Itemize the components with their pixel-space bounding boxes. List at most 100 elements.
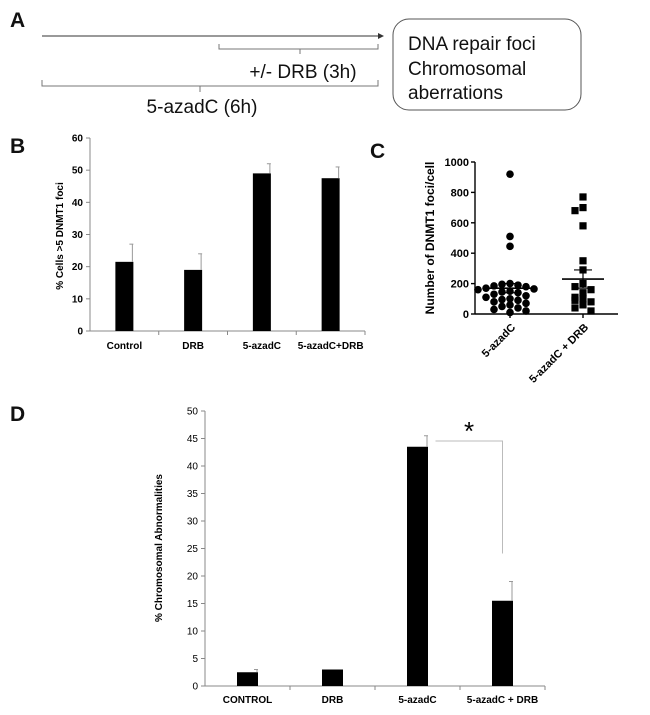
panel-b-ylabel: % Cells >5 DNMT1 foci bbox=[55, 182, 66, 290]
data-point bbox=[498, 288, 506, 296]
data-point bbox=[474, 285, 482, 294]
y-tick-label: 15 bbox=[187, 599, 199, 610]
y-tick-label: 200 bbox=[451, 279, 469, 291]
y-tick-label: 10 bbox=[187, 627, 199, 638]
drb-bracket bbox=[218, 44, 379, 54]
significance-bracket bbox=[435, 440, 503, 554]
data-point bbox=[490, 305, 498, 314]
x-tick-label: 5-azadC bbox=[398, 695, 436, 706]
outcome-line-3: aberrations bbox=[408, 83, 503, 104]
panel-d-ylabel: % Chromosomal Abnormalities bbox=[154, 474, 165, 622]
y-tick-label: 5 bbox=[192, 654, 198, 665]
y-tick-label: 800 bbox=[451, 187, 469, 199]
data-point bbox=[579, 301, 587, 309]
data-point bbox=[514, 296, 522, 305]
data-point bbox=[579, 295, 587, 303]
y-tick-label: 20 bbox=[187, 572, 199, 583]
data-point bbox=[579, 204, 587, 212]
bar bbox=[184, 269, 203, 331]
significance-star: * bbox=[464, 416, 474, 446]
y-tick-label: 1000 bbox=[445, 157, 469, 169]
data-point bbox=[587, 286, 595, 294]
panel-a: A +/- DRB (3h) 5-azadC (6h) DNA repair f… bbox=[10, 9, 582, 118]
panel-c: C Number of DNMT1 foci/cell 0 200 400 600 80… bbox=[370, 140, 618, 386]
panel-c-marks bbox=[474, 170, 604, 317]
y-tick-label: 0 bbox=[77, 327, 83, 338]
panel-c-letter: C bbox=[370, 140, 385, 163]
bar bbox=[407, 446, 428, 686]
outcome-line-2: Chromosomal bbox=[408, 59, 526, 80]
data-point bbox=[498, 302, 506, 311]
outcome-box bbox=[392, 18, 582, 111]
data-point bbox=[571, 207, 579, 215]
data-point bbox=[579, 193, 587, 201]
data-point bbox=[498, 295, 506, 304]
x-tick-label: 5-azadC bbox=[243, 341, 281, 352]
data-point bbox=[490, 298, 498, 306]
y-tick-label: 35 bbox=[187, 489, 199, 500]
x-tick-label: 5-azadC bbox=[480, 322, 518, 360]
bar bbox=[115, 261, 134, 331]
data-point bbox=[506, 232, 514, 241]
data-point bbox=[498, 280, 506, 289]
data-point bbox=[482, 293, 490, 302]
data-point bbox=[506, 242, 514, 251]
x-tick-label: 5-azadC+DRB bbox=[298, 341, 364, 352]
panel-b: B % Cells >5 DNMT1 foci 0 10 20 30 40 50 60 Con… bbox=[10, 134, 366, 352]
bar bbox=[492, 600, 513, 686]
y-tick-label: 50 bbox=[72, 166, 84, 177]
y-tick-label: 600 bbox=[451, 218, 469, 230]
bar bbox=[321, 178, 340, 331]
data-point bbox=[506, 295, 514, 303]
bar bbox=[252, 173, 271, 331]
y-tick-label: 50 bbox=[187, 407, 199, 418]
y-tick-label: 40 bbox=[187, 462, 199, 473]
x-tick-label: DRB bbox=[182, 341, 204, 352]
data-point bbox=[490, 290, 498, 299]
data-point bbox=[587, 298, 595, 306]
x-tick-label: 5-azadC + DRB bbox=[527, 322, 591, 386]
panel-c-ylabel: Number of DNMT1 foci/cell bbox=[423, 162, 437, 315]
panel-c-axes: 0 200 400 600 800 1000 5-azadC 5-azadC + DRB bbox=[445, 157, 618, 386]
panel-b-marks bbox=[115, 163, 340, 331]
y-tick-label: 30 bbox=[72, 230, 84, 241]
panel-b-letter: B bbox=[10, 135, 25, 158]
timeline-arrowhead bbox=[378, 33, 384, 39]
data-point bbox=[587, 307, 595, 315]
y-tick-label: 40 bbox=[72, 198, 84, 209]
data-point bbox=[579, 222, 587, 230]
outcome-line-1: DNA repair foci bbox=[408, 34, 536, 55]
x-tick-label: DRB bbox=[322, 695, 344, 706]
panel-d: D % Chromosomal Abnormalities 0 5 10 15 20 25… bbox=[10, 403, 546, 706]
y-tick-label: 0 bbox=[463, 309, 469, 321]
y-tick-label: 30 bbox=[187, 517, 199, 528]
y-tick-label: 25 bbox=[187, 544, 199, 555]
panel-d-axes: 0 5 10 15 20 25 30 35 40 45 50 CONTROL DRB 5-azadC 5-a… bbox=[187, 407, 546, 706]
data-point bbox=[522, 299, 530, 308]
panel-a-letter: A bbox=[10, 9, 25, 32]
y-tick-label: 10 bbox=[72, 294, 84, 305]
bar bbox=[237, 672, 258, 686]
drb-label: +/- DRB (3h) bbox=[249, 62, 356, 83]
y-tick-label: 60 bbox=[72, 134, 84, 145]
data-point bbox=[571, 296, 579, 304]
data-point bbox=[579, 289, 587, 297]
panel-d-marks: * bbox=[237, 416, 513, 686]
data-point bbox=[530, 285, 538, 293]
panel-b-axes: 0 10 20 30 40 50 60 Control DRB 5-azadC 5-azadC+DR… bbox=[72, 134, 366, 352]
y-tick-label: 45 bbox=[187, 434, 199, 445]
data-point bbox=[522, 291, 530, 300]
data-point bbox=[482, 284, 490, 292]
data-point bbox=[579, 257, 587, 265]
data-point bbox=[506, 170, 514, 178]
data-point bbox=[506, 301, 514, 309]
bar bbox=[322, 669, 343, 686]
data-point bbox=[571, 304, 579, 312]
data-point bbox=[571, 283, 579, 291]
azadc-label: 5-azadC (6h) bbox=[147, 97, 258, 118]
azadc-bracket bbox=[41, 80, 379, 92]
x-tick-label: 5-azadC + DRB bbox=[467, 695, 538, 706]
y-tick-label: 20 bbox=[72, 262, 84, 273]
data-point bbox=[506, 308, 514, 317]
